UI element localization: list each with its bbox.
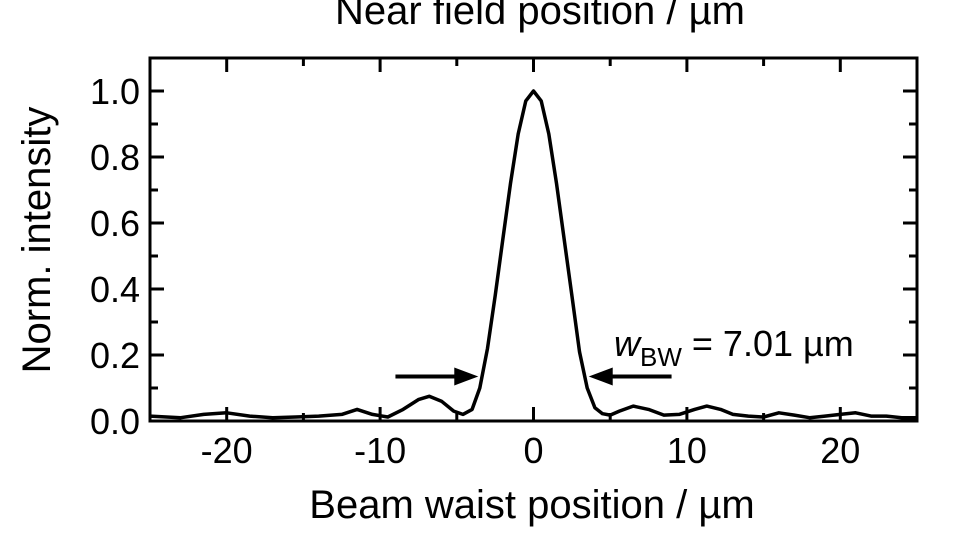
y-tick-label: 0.6 xyxy=(90,203,140,244)
y-tick-label: 1.0 xyxy=(90,71,140,112)
annotation-group: wBW = 7.01 µm xyxy=(395,323,854,386)
x-tick-label: 10 xyxy=(667,430,707,471)
beam-waist-width-annotation: wBW = 7.01 µm xyxy=(614,323,854,372)
ticks-group xyxy=(148,58,919,423)
y-tick-label: 0.4 xyxy=(90,269,140,310)
x-tick-label: 0 xyxy=(523,430,543,471)
annotation-symbol: w xyxy=(614,323,642,364)
right-arrow-head xyxy=(588,367,613,386)
x-axis-title: Beam waist position / µm xyxy=(309,483,754,527)
y-tick-label: 0.0 xyxy=(90,401,140,442)
series-line xyxy=(149,89,917,420)
annotation-value: = 7.01 µm xyxy=(682,323,854,364)
tick-labels-group: -20 -10 0 10 20 0.0 0.2 0.4 0.6 0.8 1.0 xyxy=(90,71,860,471)
x-tick-label: 20 xyxy=(820,430,860,471)
annotation-subscript: BW xyxy=(640,342,682,372)
series-group xyxy=(149,89,917,420)
plot-frame xyxy=(148,56,919,423)
y-tick-label: 0.8 xyxy=(90,137,140,178)
top-axis-title: Near field position / µm xyxy=(335,0,745,33)
y-tick-label: 0.2 xyxy=(90,335,140,376)
y-axis-title: Norm. intensity xyxy=(15,107,59,374)
left-arrow-head xyxy=(454,367,479,386)
plot-border xyxy=(148,56,919,423)
x-tick-label: -10 xyxy=(354,430,406,471)
x-tick-label: -20 xyxy=(201,430,253,471)
